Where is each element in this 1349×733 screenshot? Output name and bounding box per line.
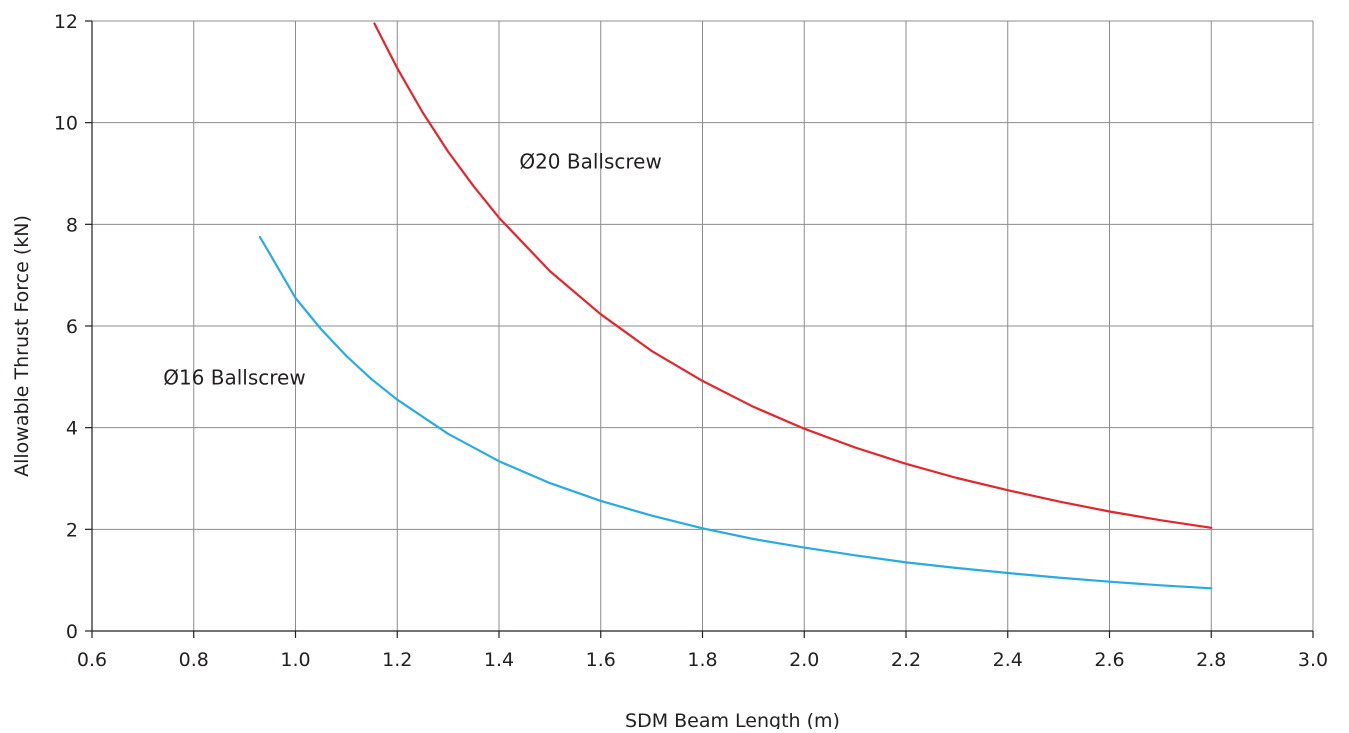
annotations: Ø16 Ballscrew Ø20 Ballscrew (163, 149, 662, 389)
x-tick-label: 2.4 (993, 649, 1023, 671)
tick-labels: 0.6 0.8 1.0 1.2 1.4 1.6 1.8 2.0 2.2 2.4 2.6 2.8 3.0 0… (54, 11, 1328, 671)
series-line-0 (258, 235, 1213, 590)
x-tick-label: 2.2 (891, 649, 921, 671)
y-tick-label: 12 (54, 11, 78, 33)
x-axis-label: SDM Beam Length (m) (625, 710, 840, 729)
x-tick-label: 3.0 (1298, 649, 1328, 671)
y-tick-label: 10 (54, 113, 78, 135)
series-line-1 (373, 22, 1213, 529)
y-tick-label: 8 (66, 214, 78, 236)
x-tick-label: 1.4 (484, 649, 514, 671)
series-annotation-0: Ø16 Ballscrew (163, 365, 306, 389)
x-tick-label: 1.6 (586, 649, 616, 671)
x-tick-label: 0.8 (179, 649, 209, 671)
y-tick-label: 0 (66, 621, 78, 643)
x-tick-label: 2.6 (1094, 649, 1124, 671)
y-axis-label: Allowable Thrust Force (kN) (11, 215, 33, 477)
y-tick-label: 6 (66, 316, 78, 338)
series-annotation-1: Ø20 Ballscrew (519, 149, 662, 173)
x-tick-label: 0.6 (77, 649, 107, 671)
x-tick-label: 1.2 (382, 649, 412, 671)
x-tick-label: 1.8 (687, 649, 717, 671)
y-tick-label: 4 (66, 418, 78, 440)
grid (92, 20, 1314, 631)
y-tick-label: 2 (66, 519, 78, 541)
x-tick-label: 1.0 (280, 649, 310, 671)
x-tick-label: 2.0 (789, 649, 819, 671)
axes (85, 20, 1314, 638)
x-tick-label: 2.8 (1196, 649, 1226, 671)
series-lines (258, 22, 1213, 590)
